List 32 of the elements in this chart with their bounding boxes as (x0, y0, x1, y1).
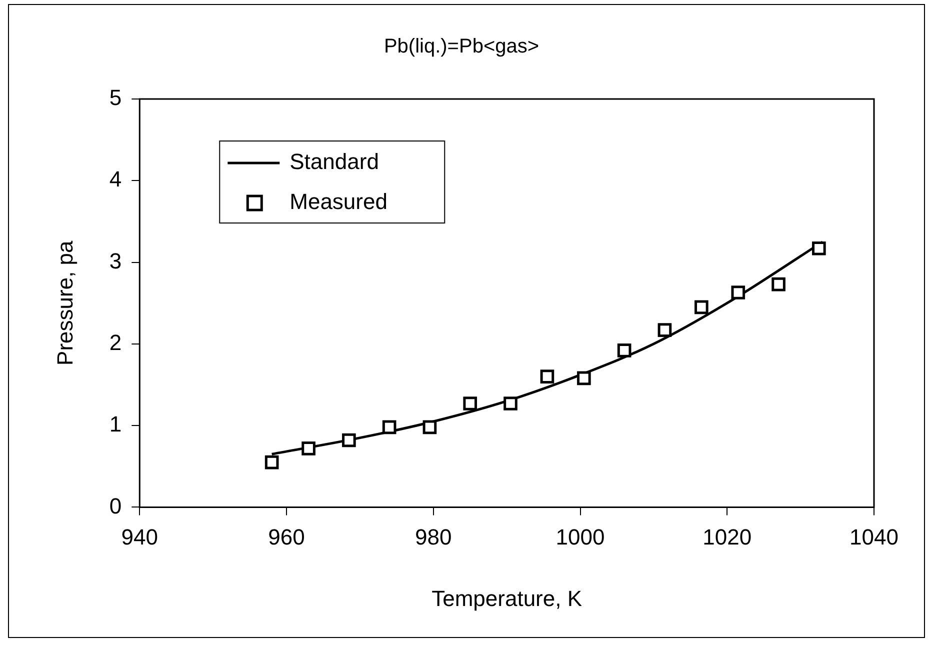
legend-label: Standard (290, 149, 379, 174)
point (772, 277, 786, 292)
legend-label: Measured (290, 189, 388, 214)
chart-title: Pb(liq.)=Pb<gas> (384, 36, 540, 58)
point (694, 300, 708, 314)
point (540, 370, 554, 384)
y-axis-title: Pressure, pa (52, 240, 78, 366)
y-tick-label: 3 (109, 248, 122, 274)
point (577, 371, 591, 386)
point (342, 433, 356, 448)
point (463, 396, 478, 410)
point (264, 455, 279, 470)
point (382, 420, 396, 434)
y-tick-label: 2 (109, 330, 122, 355)
point (731, 286, 746, 300)
y-tick-label: 5 (109, 85, 122, 110)
x-axis-title: Temperature, K (432, 586, 582, 611)
point (422, 420, 437, 434)
point (504, 396, 518, 410)
point (658, 323, 672, 337)
x-tick-label: 980 (415, 524, 452, 550)
y-tick-label: 1 (109, 412, 122, 437)
x-tick-label: 1040 (850, 524, 898, 550)
x-tick-label: 1000 (556, 524, 605, 550)
x-tick-label: 960 (268, 524, 305, 550)
point (812, 241, 826, 256)
point (617, 344, 632, 358)
y-tick-label: 0 (109, 493, 122, 518)
x-tick-label: 940 (121, 524, 158, 550)
point (302, 442, 316, 456)
x-tick-label: 1020 (702, 524, 752, 550)
y-tick-label: 4 (109, 166, 122, 192)
